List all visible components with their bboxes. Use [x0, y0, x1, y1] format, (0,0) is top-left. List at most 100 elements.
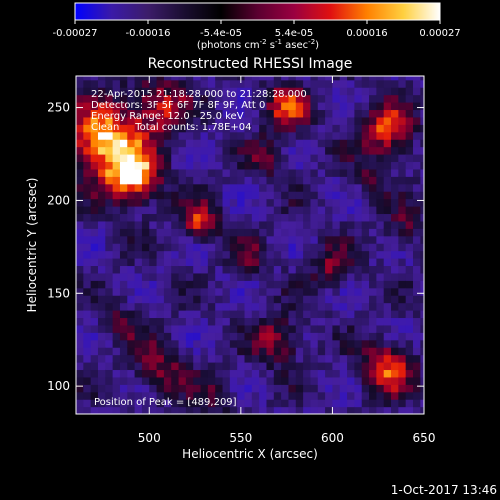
heatmap-cell [266, 183, 275, 192]
heatmap-cell [229, 243, 238, 252]
heatmap-cell [193, 94, 202, 103]
heatmap-cell [266, 332, 275, 341]
heatmap-cell [369, 124, 377, 133]
heatmap-cell [281, 146, 290, 155]
heatmap-cell [141, 354, 150, 363]
heatmap-cell [237, 191, 246, 200]
heatmap-cell [332, 339, 341, 348]
heatmap-cell [171, 87, 180, 96]
heatmap-cell [207, 287, 216, 296]
heatmap-cell [222, 287, 231, 296]
heatmap-cell [105, 146, 114, 155]
heatmap-cell [420, 250, 424, 259]
heatmap-cell [303, 116, 312, 125]
heatmap-cell [325, 265, 334, 274]
heatmap-cell [222, 139, 231, 148]
heatmap-cell [347, 362, 355, 371]
heatmap-cell [200, 183, 209, 192]
heatmap-cell [244, 384, 253, 393]
heatmap-cell [178, 324, 187, 333]
heatmap-cell [207, 139, 216, 148]
heatmap-cell [325, 287, 334, 296]
heatmap-cell [215, 139, 224, 148]
heatmap-cell [149, 406, 158, 414]
heatmap-cell [222, 161, 231, 170]
heatmap-cell [90, 176, 99, 185]
heatmap-cell [229, 391, 238, 400]
heatmap-cell [127, 287, 136, 296]
heatmap-cell [207, 258, 216, 267]
heatmap-cell [288, 384, 297, 393]
heatmap-cell [369, 332, 377, 341]
heatmap-cell [391, 369, 399, 378]
heatmap-cell [391, 391, 399, 400]
heatmap-cell [413, 369, 421, 378]
heatmap-cell [105, 228, 114, 237]
heatmap-cell [354, 265, 363, 274]
heatmap-cell [303, 183, 312, 192]
heatmap-cell [156, 391, 165, 400]
heatmap-cell [237, 168, 246, 177]
heatmap-cell [266, 399, 275, 408]
heatmap-cell [244, 109, 253, 118]
heatmap-cell [332, 154, 341, 163]
heatmap-cell [420, 176, 424, 185]
heatmap-cell [185, 102, 194, 111]
heatmap-cell [266, 391, 275, 400]
heatmap-cell [376, 280, 385, 289]
heatmap-cell [119, 332, 128, 341]
heatmap-cell [405, 235, 414, 244]
heatmap-cell [273, 354, 282, 363]
heatmap-cell [295, 265, 304, 274]
heatmap-cell [420, 243, 424, 252]
heatmap-cell [391, 191, 399, 200]
heatmap-cell [156, 347, 165, 356]
heatmap-cell [383, 384, 392, 393]
heatmap-cell [361, 384, 370, 393]
heatmap-cell [229, 302, 238, 311]
heatmap-cell [134, 287, 143, 296]
heatmap-cell [383, 347, 392, 356]
heatmap-cell [119, 287, 128, 296]
heatmap-cell [369, 191, 377, 200]
heatmap-cell [244, 176, 253, 185]
heatmap-cell [237, 347, 246, 356]
heatmap-cell [383, 76, 392, 81]
heatmap-cell [237, 339, 246, 348]
heatmap-cell [295, 295, 304, 304]
heatmap-cell [303, 317, 312, 326]
heatmap-cell [244, 94, 253, 103]
heatmap-cell [376, 94, 385, 103]
heatmap-cell [149, 317, 158, 326]
heatmap-cell [215, 258, 224, 267]
heatmap-cell [207, 176, 216, 185]
heatmap-cell [127, 347, 136, 356]
heatmap-cell [76, 272, 84, 281]
heatmap-cell [171, 235, 180, 244]
heatmap-cell [178, 376, 187, 385]
heatmap-cell [127, 324, 136, 333]
heatmap-cell [112, 235, 121, 244]
heatmap-cell [354, 198, 363, 207]
heatmap-cell [171, 287, 180, 296]
heatmap-cell [90, 369, 99, 378]
heatmap-cell [163, 79, 172, 88]
heatmap-cell [141, 406, 150, 414]
heatmap-cell [288, 310, 297, 319]
heatmap-cell [134, 94, 143, 103]
heatmap-cell [413, 235, 421, 244]
heatmap-cell [325, 391, 334, 400]
heatmap-cell [383, 87, 392, 96]
heatmap-cell [339, 79, 348, 88]
heatmap-cell [339, 258, 348, 267]
heatmap-cell [200, 384, 209, 393]
heatmap-cell [361, 213, 370, 222]
heatmap-cell [398, 399, 407, 408]
heatmap-cell [398, 324, 407, 333]
heatmap-cell [141, 317, 150, 326]
heatmap-cell [317, 376, 326, 385]
heatmap-cell [259, 399, 268, 408]
heatmap-cell [127, 258, 136, 267]
heatmap-cell [413, 258, 421, 267]
heatmap-cell [171, 406, 180, 414]
